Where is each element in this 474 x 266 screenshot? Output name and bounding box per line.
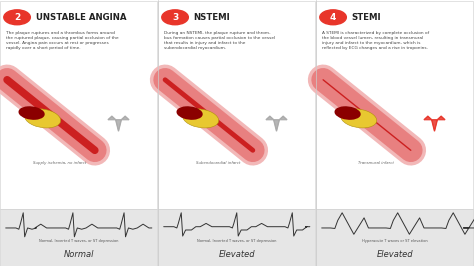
- Text: Normal: Normal: [64, 250, 94, 259]
- Text: Normal, Inverted T waves, or ST depression: Normal, Inverted T waves, or ST depressi…: [39, 239, 118, 243]
- Text: During an NSTEMI, the plaque rupture and throm-
bus formation causes partial occ: During an NSTEMI, the plaque rupture and…: [164, 31, 275, 50]
- Circle shape: [162, 10, 188, 25]
- Text: Supply ischemia, no infarct: Supply ischemia, no infarct: [33, 161, 87, 165]
- Ellipse shape: [18, 106, 45, 120]
- Text: 2: 2: [14, 13, 20, 22]
- Text: 3: 3: [172, 13, 178, 22]
- Text: The plaque ruptures and a thrombus forms around
the ruptured plaque, causing par: The plaque ruptures and a thrombus forms…: [6, 31, 118, 50]
- Ellipse shape: [25, 109, 61, 128]
- Text: Transmural infarct: Transmural infarct: [358, 161, 394, 165]
- Text: UNSTABLE ANGINA: UNSTABLE ANGINA: [36, 13, 126, 22]
- Polygon shape: [266, 116, 287, 131]
- Text: Subendocardial infarct: Subendocardial infarct: [196, 161, 240, 165]
- Polygon shape: [424, 116, 445, 131]
- FancyBboxPatch shape: [158, 1, 315, 209]
- Ellipse shape: [341, 109, 377, 128]
- Ellipse shape: [182, 109, 219, 128]
- Polygon shape: [108, 116, 129, 131]
- Text: STEMI: STEMI: [352, 13, 381, 22]
- Circle shape: [4, 10, 30, 25]
- Text: A STEMI is characterized by complete occlusion of
the blood vessel lumen, result: A STEMI is characterized by complete occ…: [322, 31, 429, 50]
- Ellipse shape: [176, 106, 203, 120]
- Ellipse shape: [335, 106, 361, 120]
- FancyBboxPatch shape: [0, 209, 157, 266]
- Text: Elevated: Elevated: [219, 250, 255, 259]
- Text: Elevated: Elevated: [377, 250, 413, 259]
- FancyBboxPatch shape: [0, 1, 157, 209]
- Text: NSTEMI: NSTEMI: [193, 13, 230, 22]
- FancyBboxPatch shape: [317, 1, 473, 209]
- Text: Hyperacute T waves or ST elevation: Hyperacute T waves or ST elevation: [362, 239, 428, 243]
- Circle shape: [320, 10, 346, 25]
- Text: 4: 4: [330, 13, 336, 22]
- FancyBboxPatch shape: [317, 209, 473, 266]
- Text: Normal, Inverted T waves, or ST depression: Normal, Inverted T waves, or ST depressi…: [197, 239, 277, 243]
- FancyBboxPatch shape: [158, 209, 315, 266]
